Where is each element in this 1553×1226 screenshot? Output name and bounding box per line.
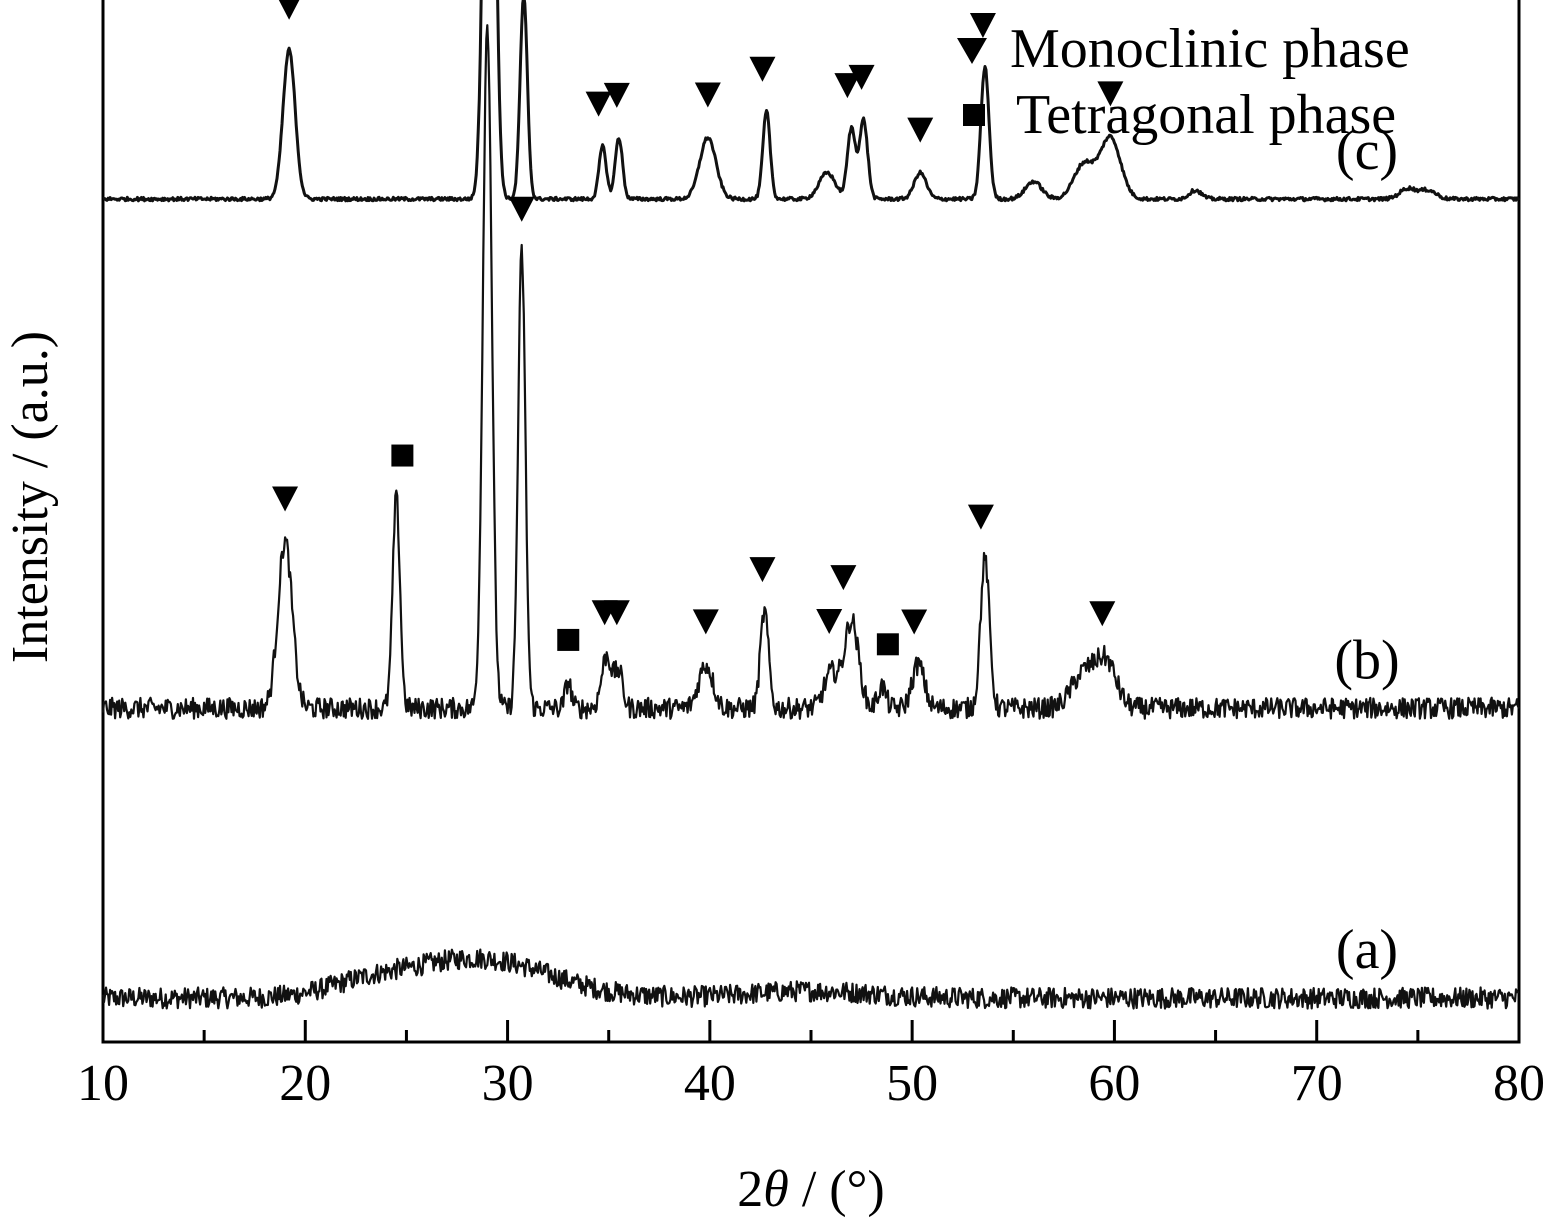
tetragonal-marker-1-11 <box>876 633 899 656</box>
x-tick-label-70: 70 <box>1291 1055 1343 1112</box>
x-axis-title-prefix: 2 <box>737 1161 763 1218</box>
monoclinic-marker-2-8 <box>848 64 875 90</box>
monoclinic-marker-1-10 <box>830 565 857 591</box>
monoclinic-marker-1-6 <box>603 600 630 626</box>
x-tick-label-30: 30 <box>482 1055 534 1112</box>
monoclinic-marker-2-3 <box>585 91 612 117</box>
legend-monoclinic-label: Monoclinic phase <box>1010 18 1410 80</box>
monoclinic-marker-2-11 <box>1097 81 1124 107</box>
y-axis-title: Intensity / (a.u.) <box>2 331 59 663</box>
monoclinic-marker-1-12 <box>901 609 928 635</box>
legend-tetragonal-marker <box>963 104 985 126</box>
legend: Monoclinic phase Tetragonal phase <box>957 18 1410 146</box>
curve-label-1: (b) <box>1334 629 1399 691</box>
xrd-curve-2 <box>102 0 1521 203</box>
curve-label-2: (c) <box>1336 120 1398 182</box>
monoclinic-marker-1-3 <box>508 196 535 222</box>
monoclinic-marker-2-6 <box>749 56 776 82</box>
x-tick-label-10: 10 <box>77 1055 129 1112</box>
monoclinic-marker-2-7 <box>834 73 861 99</box>
tetragonal-marker-1-1 <box>391 444 414 467</box>
phase-markers <box>272 0 1124 656</box>
monoclinic-marker-1-9 <box>816 608 843 634</box>
x-axis-title-unit: / (°) <box>789 1161 885 1218</box>
xrd-curve-0 <box>101 948 1520 1010</box>
monoclinic-marker-1-13 <box>967 504 994 530</box>
x-tick-label-40: 40 <box>684 1055 736 1112</box>
x-tick-label-50: 50 <box>886 1055 938 1112</box>
monoclinic-marker-1-0 <box>272 486 299 512</box>
monoclinic-marker-1-14 <box>1089 601 1116 627</box>
curve-label-0: (a) <box>1336 919 1398 981</box>
x-axis-title: 2θ / (°) <box>737 1161 884 1218</box>
tetragonal-marker-1-4 <box>557 628 580 651</box>
monoclinic-marker-1-7 <box>692 609 719 635</box>
monoclinic-marker-2-0 <box>278 0 300 20</box>
plot-frame <box>101 0 1521 1044</box>
monoclinic-marker-1-8 <box>749 557 776 583</box>
monoclinic-marker-2-5 <box>694 82 721 108</box>
xrd-curves <box>101 0 1521 1010</box>
x-tick-label-60: 60 <box>1088 1055 1140 1112</box>
x-tick-label-80: 80 <box>1493 1055 1545 1112</box>
monoclinic-marker-2-9 <box>907 117 934 143</box>
monoclinic-marker-2-4 <box>603 82 630 108</box>
x-tick-label-20: 20 <box>279 1055 331 1112</box>
x-axis-ticks: 10 20 30 40 50 60 70 80 <box>77 1020 1545 1112</box>
xrd-curve-1 <box>101 24 1521 720</box>
x-axis-title-symbol: θ <box>763 1161 789 1218</box>
curve-labels: (a) (b) (c) <box>1334 120 1399 981</box>
monoclinic-marker-2-10 <box>969 12 996 38</box>
legend-monoclinic-marker <box>957 38 987 64</box>
legend-tetragonal-label: Tetragonal phase <box>1016 84 1396 146</box>
